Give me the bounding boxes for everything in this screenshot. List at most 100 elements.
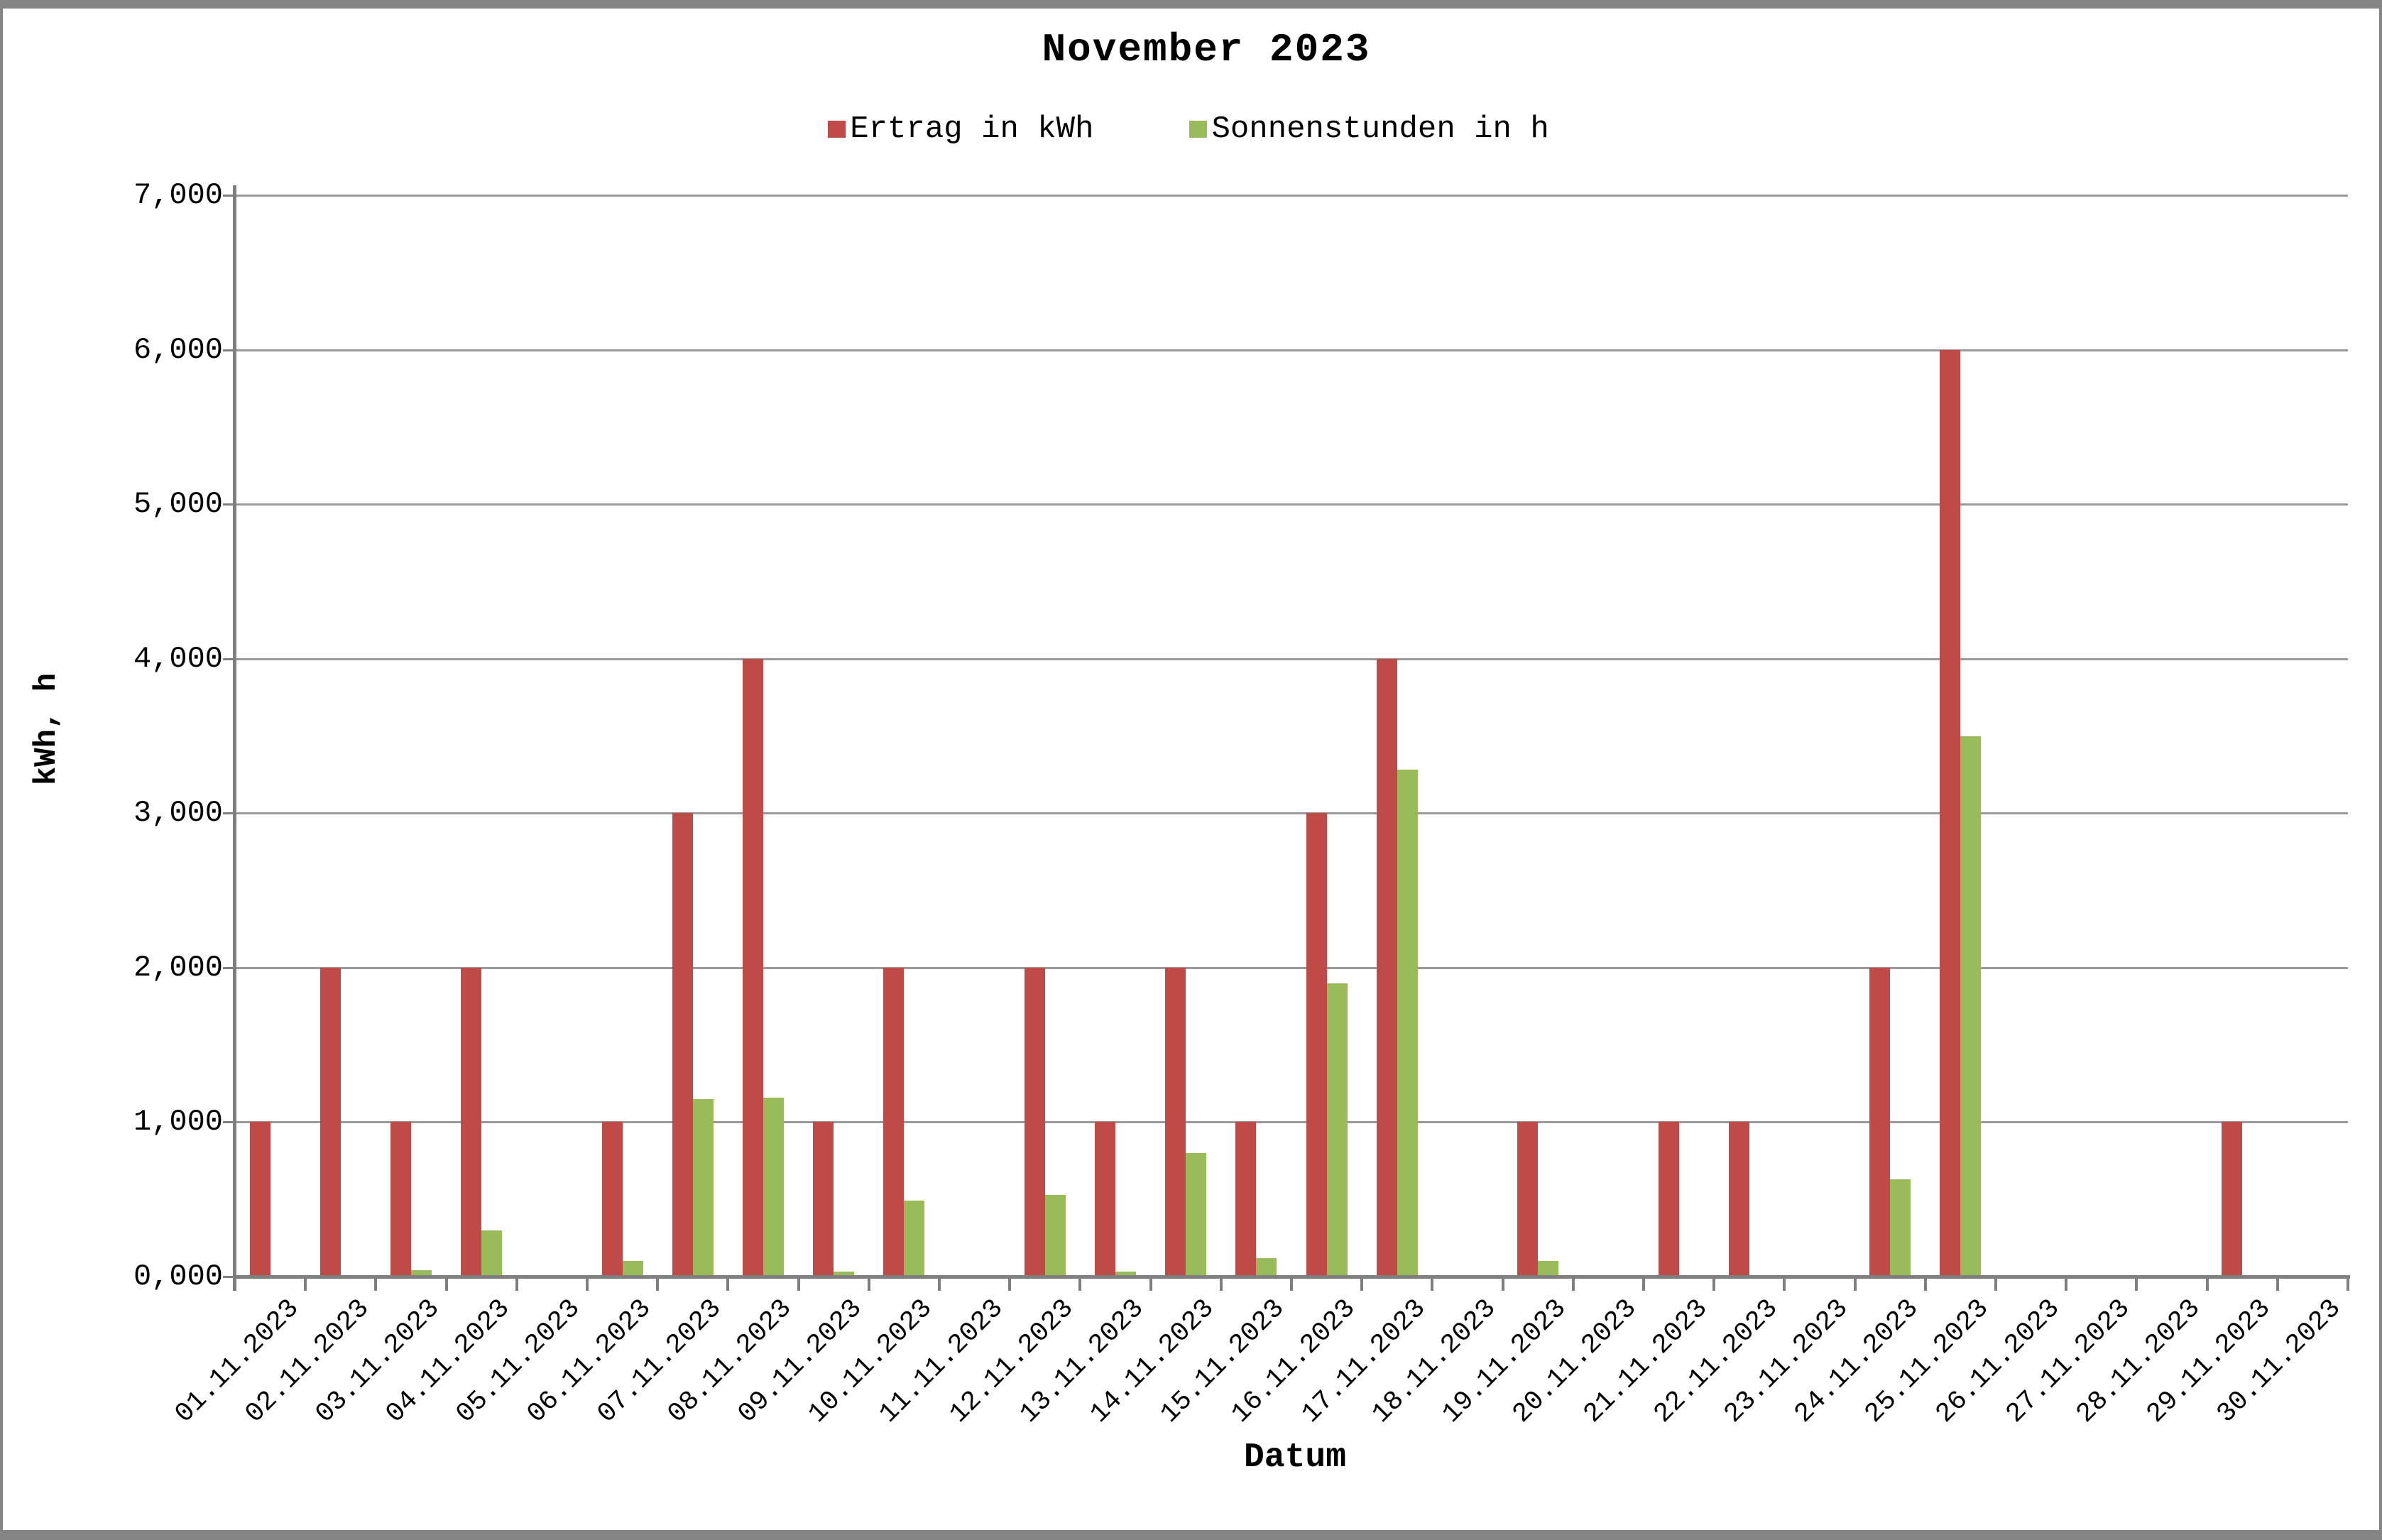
legend-label-ertrag: Ertrag in kWh <box>850 111 1094 147</box>
x-axis-tick <box>1219 1277 1223 1291</box>
bar-ertrag-02.11.2023 <box>319 967 341 1277</box>
bar-sonnenstunden-14.11.2023 <box>1186 1152 1207 1277</box>
x-axis-tick <box>1994 1277 1997 1291</box>
legend-label-sonnenstunden: Sonnenstunden in h <box>1211 111 1549 147</box>
x-axis-tick <box>656 1277 660 1291</box>
y-axis-tick <box>223 195 234 197</box>
x-axis-tick <box>1783 1277 1786 1291</box>
x-axis-tick <box>1571 1277 1575 1291</box>
x-axis-tick <box>1360 1277 1364 1291</box>
x-axis-tick <box>2135 1277 2138 1291</box>
bar-sonnenstunden-25.11.2023 <box>1960 736 1982 1277</box>
x-axis-tick <box>1078 1277 1082 1291</box>
chart-title: November 2023 <box>1042 27 1371 72</box>
bar-sonnenstunden-24.11.2023 <box>1890 1179 1911 1277</box>
x-axis-tick <box>1923 1277 1927 1291</box>
x-axis-tick <box>1290 1277 1293 1291</box>
x-axis-line <box>233 1275 2350 1279</box>
bar-ertrag-15.11.2023 <box>1235 1122 1257 1277</box>
x-tick-label: 11.11.2023 <box>873 1293 1010 1430</box>
x-axis-tick <box>1501 1277 1504 1291</box>
x-tick-label: 05.11.2023 <box>450 1293 587 1430</box>
x-axis-tick <box>304 1277 307 1291</box>
x-axis-tick <box>374 1277 378 1291</box>
gridline-1,000 <box>235 1121 2348 1124</box>
bar-ertrag-07.11.2023 <box>672 813 693 1277</box>
bar-ertrag-08.11.2023 <box>743 658 763 1277</box>
y-tick-label: 4,000 <box>133 641 223 676</box>
x-axis-tick <box>1712 1277 1716 1291</box>
gridline-6,000 <box>235 349 2348 351</box>
bar-ertrag-21.11.2023 <box>1658 1122 1679 1277</box>
x-axis-tick <box>2276 1277 2279 1291</box>
x-tick-label: 25.11.2023 <box>1859 1293 1996 1430</box>
gridline-7,000 <box>235 195 2348 197</box>
bar-sonnenstunden-19.11.2023 <box>1538 1261 1559 1277</box>
x-tick-label: 06.11.2023 <box>520 1293 657 1430</box>
x-tick-label: 15.11.2023 <box>1154 1293 1291 1430</box>
legend-item-ertrag: Ertrag in kWh <box>828 114 1093 145</box>
y-tick-label: 0,000 <box>133 1260 223 1294</box>
gridline-3,000 <box>235 812 2348 815</box>
x-axis-tick <box>938 1277 941 1291</box>
x-axis-tick <box>2205 1277 2209 1291</box>
x-axis-tick <box>2065 1277 2068 1291</box>
x-axis-tick <box>2347 1277 2349 1291</box>
x-axis-tick <box>797 1277 800 1291</box>
bar-sonnenstunden-06.11.2023 <box>622 1261 643 1277</box>
x-tick-label: 30.11.2023 <box>2211 1293 2348 1430</box>
bar-sonnenstunden-03.11.2023 <box>411 1270 432 1277</box>
gridline-2,000 <box>235 966 2348 969</box>
bar-sonnenstunden-09.11.2023 <box>834 1272 855 1277</box>
x-tick-label: 20.11.2023 <box>1507 1293 1644 1430</box>
y-tick-label: 1,000 <box>133 1105 223 1140</box>
bar-ertrag-09.11.2023 <box>813 1122 834 1277</box>
bar-sonnenstunden-08.11.2023 <box>763 1097 784 1277</box>
x-axis-title: Datum <box>1243 1438 1347 1477</box>
legend-swatch-ertrag-icon <box>828 121 846 138</box>
y-axis-tick <box>223 966 234 969</box>
bar-ertrag-25.11.2023 <box>1940 349 1961 1277</box>
bar-ertrag-01.11.2023 <box>249 1122 271 1277</box>
legend: Ertrag in kWh Sonnenstunden in h <box>3 114 2374 145</box>
y-axis-tick <box>223 1276 234 1278</box>
bar-sonnenstunden-16.11.2023 <box>1326 983 1348 1277</box>
x-tick-label: 10.11.2023 <box>802 1293 939 1430</box>
x-axis-tick <box>515 1277 518 1291</box>
x-axis-tick <box>586 1277 589 1291</box>
x-tick-label: 16.11.2023 <box>1225 1293 1362 1430</box>
y-tick-label: 6,000 <box>133 332 223 367</box>
bar-ertrag-06.11.2023 <box>601 1122 623 1277</box>
bar-sonnenstunden-17.11.2023 <box>1397 770 1418 1277</box>
y-axis-tick <box>223 1121 234 1124</box>
y-axis-title: kWh, h <box>29 672 65 786</box>
x-axis-tick <box>726 1277 730 1291</box>
bar-sonnenstunden-04.11.2023 <box>481 1230 503 1277</box>
bar-ertrag-14.11.2023 <box>1165 967 1186 1277</box>
y-axis-tick <box>223 812 234 815</box>
bar-ertrag-19.11.2023 <box>1517 1122 1539 1277</box>
x-axis-tick <box>1431 1277 1434 1291</box>
gridline-4,000 <box>235 657 2348 660</box>
x-axis-tick <box>1008 1277 1012 1291</box>
y-tick-label: 5,000 <box>133 487 223 522</box>
bar-ertrag-10.11.2023 <box>883 967 905 1277</box>
x-tick-label: 21.11.2023 <box>1577 1293 1714 1430</box>
bar-ertrag-24.11.2023 <box>1869 967 1891 1277</box>
legend-swatch-sonnenstunden-icon <box>1189 121 1208 138</box>
x-tick-label: 01.11.2023 <box>168 1293 305 1430</box>
y-tick-label: 3,000 <box>133 796 223 831</box>
bar-ertrag-22.11.2023 <box>1728 1122 1749 1277</box>
bar-ertrag-13.11.2023 <box>1095 1122 1115 1277</box>
x-axis-tick <box>1642 1277 1645 1291</box>
y-axis-line <box>233 185 236 1291</box>
y-axis-tick <box>223 503 234 506</box>
bar-sonnenstunden-12.11.2023 <box>1044 1194 1066 1277</box>
plot-area: 0,000 1,000 2,000 3,000 4,000 5,000 6,000 7,000… <box>133 180 2350 1429</box>
y-axis-tick <box>223 349 234 351</box>
bar-ertrag-12.11.2023 <box>1024 967 1045 1277</box>
bar-ertrag-17.11.2023 <box>1376 658 1397 1277</box>
x-axis-tick <box>444 1277 448 1291</box>
bar-sonnenstunden-10.11.2023 <box>904 1201 925 1277</box>
